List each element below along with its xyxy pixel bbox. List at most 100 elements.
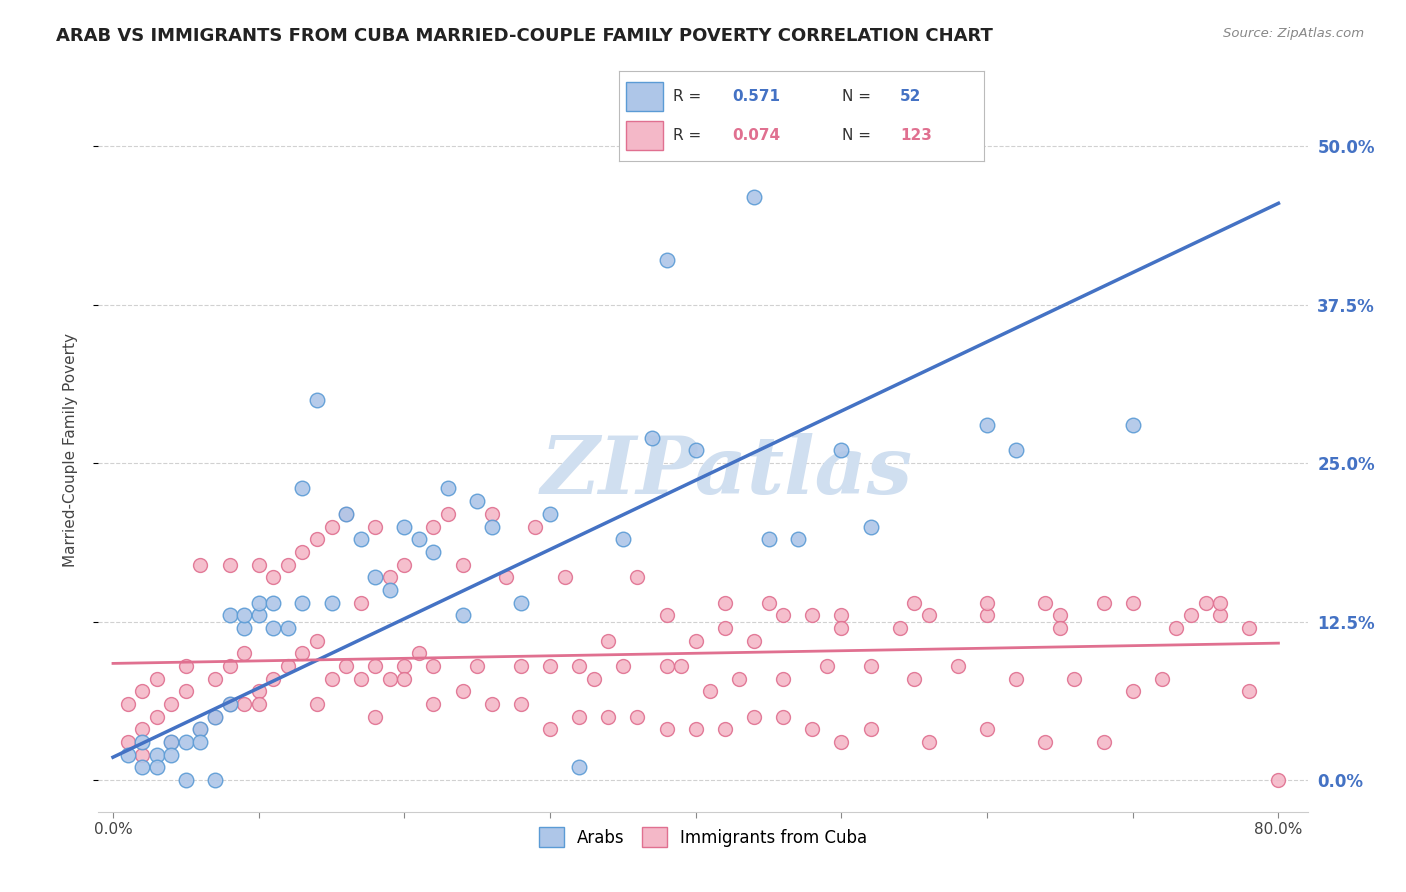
Point (145, 747, 167, 762)
Point (218, 697, 240, 711)
Point (568, 709, 591, 723)
Point (815, 659, 838, 673)
Point (758, 532, 780, 546)
Point (262, 570, 284, 584)
Point (291, 596, 314, 610)
Point (233, 608, 256, 623)
Point (1122, 684, 1144, 698)
Point (801, 723, 824, 737)
Point (218, 659, 240, 673)
Text: N =: N = (842, 128, 876, 143)
Point (918, 608, 941, 623)
Point (394, 519, 416, 533)
Point (859, 659, 882, 673)
Point (305, 392, 328, 407)
Point (1005, 443, 1028, 458)
Point (728, 672, 751, 686)
Point (524, 519, 547, 533)
Point (145, 672, 167, 686)
Point (1092, 596, 1115, 610)
Text: N =: N = (842, 89, 876, 103)
Point (742, 190, 765, 204)
Bar (626, 82, 662, 111)
Point (190, 735, 212, 749)
Text: R =: R = (673, 89, 707, 103)
Point (538, 659, 561, 673)
Point (233, 697, 256, 711)
Point (437, 482, 460, 496)
Point (582, 672, 605, 686)
Point (394, 558, 416, 572)
Point (350, 596, 373, 610)
Point (758, 596, 780, 610)
Text: ARAB VS IMMIGRANTS FROM CUBA MARRIED-COUPLE FAMILY POVERTY CORRELATION CHART: ARAB VS IMMIGRANTS FROM CUBA MARRIED-COU… (56, 27, 993, 45)
Point (321, 596, 343, 610)
Point (378, 582, 401, 597)
Point (669, 659, 692, 673)
Point (408, 532, 430, 546)
Point (859, 519, 882, 533)
Point (145, 760, 167, 774)
Point (465, 494, 488, 508)
Point (247, 684, 270, 698)
Point (612, 532, 634, 546)
Point (830, 735, 852, 749)
Point (247, 558, 270, 572)
Point (174, 772, 197, 787)
Point (495, 570, 517, 584)
Point (451, 608, 474, 623)
Point (1209, 596, 1232, 610)
Point (859, 723, 882, 737)
Point (233, 646, 256, 660)
Point (626, 570, 648, 584)
Point (422, 545, 444, 559)
Point (204, 709, 226, 723)
Point (786, 532, 808, 546)
Point (655, 608, 678, 623)
Point (190, 723, 212, 737)
Point (903, 596, 925, 610)
Point (465, 659, 488, 673)
Point (976, 723, 998, 737)
Point (218, 697, 240, 711)
Point (408, 646, 430, 660)
Point (830, 621, 852, 635)
Point (117, 735, 139, 749)
Point (626, 709, 648, 723)
Point (378, 570, 401, 584)
Point (481, 519, 503, 533)
Point (204, 709, 226, 723)
Point (568, 659, 591, 673)
Point (160, 697, 183, 711)
Point (233, 621, 256, 635)
Point (364, 659, 387, 673)
Point (174, 735, 197, 749)
Point (889, 621, 911, 635)
Point (422, 519, 444, 533)
Point (451, 558, 474, 572)
Point (772, 709, 794, 723)
Point (1033, 596, 1056, 610)
Point (190, 723, 212, 737)
Point (131, 735, 153, 749)
Point (117, 747, 139, 762)
Point (394, 672, 416, 686)
Point (291, 482, 314, 496)
Point (976, 418, 998, 433)
Point (641, 431, 664, 445)
Point (190, 558, 212, 572)
Bar (626, 121, 662, 150)
Text: R =: R = (673, 128, 707, 143)
Point (714, 723, 737, 737)
Point (612, 659, 634, 673)
Point (262, 596, 284, 610)
Point (218, 558, 240, 572)
Point (1267, 772, 1289, 787)
Point (946, 659, 969, 673)
Point (335, 659, 357, 673)
Point (277, 558, 299, 572)
Point (247, 697, 270, 711)
Point (699, 684, 721, 698)
Text: 0.571: 0.571 (733, 89, 780, 103)
Point (204, 672, 226, 686)
